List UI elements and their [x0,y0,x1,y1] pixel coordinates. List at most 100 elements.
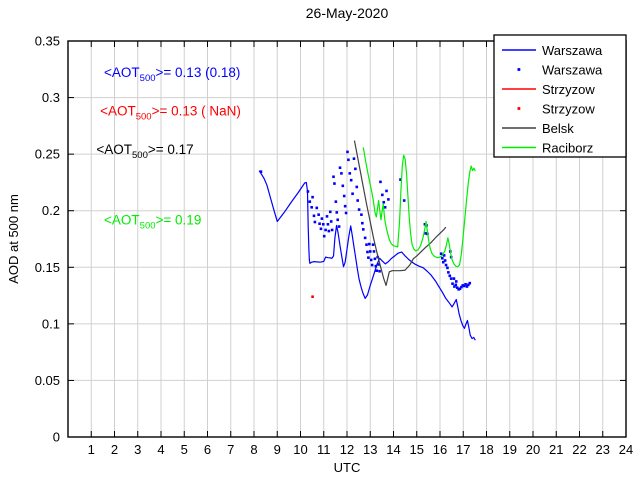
data-series-layer [258,140,476,341]
axis-tick-labels: 1 2 3 4 5 6 7 8 9 10 11 12 13 14 15 16 17 18 19 20 21 22 23 240… [35,34,634,458]
x-tick-label: 2 [111,442,118,457]
x-axis-label: UTC [334,460,361,475]
series-marker [443,259,447,262]
annotation-1: <AOT500>= 0.13 ( NaN) [100,104,241,123]
series-marker [442,254,446,257]
series-marker [381,193,384,197]
series-marker [324,228,327,232]
series-marker [321,222,325,226]
grid-lines [68,41,626,437]
series-marker [367,256,370,259]
series-marker [373,257,377,261]
series-marker [318,222,321,226]
y-tick-label: 0 [53,430,60,445]
series-marker [360,213,363,216]
series-marker [342,194,346,198]
x-tick-label: 13 [363,442,377,457]
series-marker [467,283,470,287]
series-marker [341,184,345,188]
series-marker [336,218,339,222]
series-marker [457,288,460,291]
x-tick-label: 1 [88,442,95,457]
series-marker [383,206,387,209]
y-tick-label: 0.05 [35,373,60,388]
series-marker [382,200,386,204]
series-marker [454,280,458,283]
series-marker [317,213,320,216]
series-marker [374,264,378,268]
x-tick-label: 7 [227,442,234,457]
series-marker [448,274,452,278]
annotation-3: <AOT500>= 0.19 [104,212,201,231]
series-marker [325,215,329,218]
y-axis-label: AOD at 500 nm [6,194,21,284]
series-marker [461,284,465,287]
series-marker [329,220,333,223]
series-marker [308,200,312,203]
series-marker [363,236,367,240]
series-marker [464,282,467,286]
x-tick-label: 3 [134,442,141,457]
series-marker [460,285,463,289]
legend-label-belsk-line: Belsk [542,121,574,136]
x-tick-label: 17 [456,442,470,457]
series-marker [446,266,449,270]
legend-label-warszawa-dot: Warszawa [542,63,603,78]
x-tick-label: 4 [157,442,164,457]
x-tick-label: 23 [596,442,610,457]
series-marker [453,285,456,288]
series-marker [444,263,448,267]
chart-title: 26-May-2020 [306,5,389,21]
series-marker [320,217,324,220]
series-marker [447,271,450,274]
series-marker [369,258,373,262]
x-tick-label: 21 [549,442,563,457]
series-marker [322,234,326,238]
series-marker [455,286,459,289]
series-marker [349,178,353,182]
x-tick-label: 18 [479,442,493,457]
series-marker [328,210,332,214]
y-tick-label: 0.35 [35,34,60,49]
series-marker [343,204,347,208]
series-marker [368,250,372,253]
series-marker [370,263,374,267]
series-marker [468,281,472,285]
series-marker [357,208,361,211]
series-marker [356,199,359,202]
y-tick-label: 0.15 [35,260,60,275]
series-marker [462,284,466,288]
series-marker [424,232,427,235]
series-marker [402,199,406,202]
series-marker [335,211,339,214]
series-marker [326,222,330,226]
series-marker [366,250,369,254]
series-marker [355,185,359,189]
series-marker [333,182,336,185]
series-marker [334,200,338,203]
series-marker [338,166,342,170]
legend-label-strzyzow-dot: Strzyzow [542,102,595,117]
series-marker [379,180,382,184]
series-raciborz-line [362,147,476,268]
series-marker [330,228,334,232]
x-tick-label: 19 [503,442,517,457]
annotation-0: <AOT500>= 0.13 (0.18) [104,65,240,84]
series-marker [465,285,469,288]
series-marker [372,250,376,253]
series-marker [441,256,444,260]
series-marker [319,227,323,231]
series-marker [259,170,263,173]
legend-label-warszawa-line: Warszawa [542,43,603,58]
series-line [362,147,476,268]
y-tick-label: 0.2 [42,203,60,218]
y-tick-label: 0.3 [42,90,60,105]
y-tick-label: 0.1 [42,316,60,331]
series-marker [332,175,335,179]
series-marker [449,277,453,280]
x-tick-label: 8 [250,442,257,457]
series-marker [346,150,349,154]
x-tick-label: 24 [619,442,633,457]
chart-legend: Warszawa Warszawa Strzyzow Strzyzow Belsk Rac… [493,34,627,158]
series-marker [327,229,331,233]
